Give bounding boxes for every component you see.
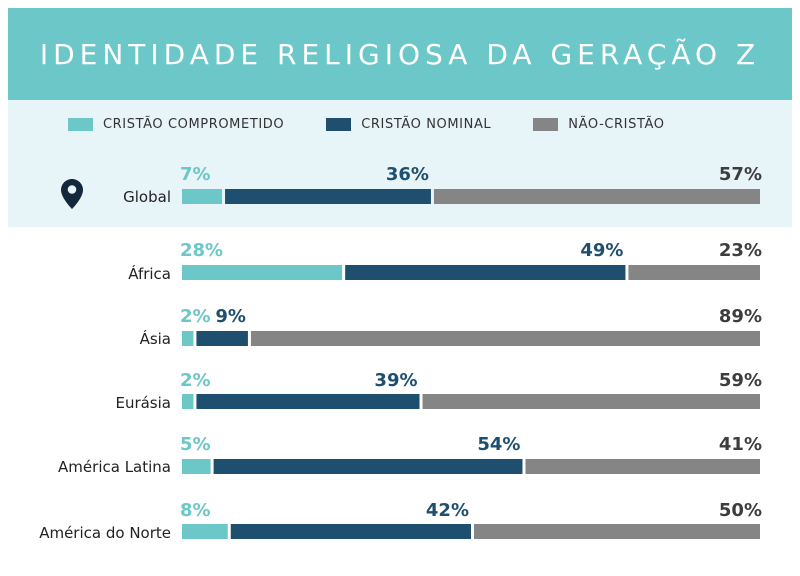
legend-item-cristao-nominal: CRISTÃO NOMINAL bbox=[326, 117, 491, 132]
map-pin-icon bbox=[61, 179, 83, 209]
value-label: 8% bbox=[180, 500, 211, 521]
bar-segment bbox=[345, 265, 626, 280]
value-label: 42% bbox=[426, 500, 469, 521]
bar-segment bbox=[433, 189, 760, 204]
category-label: América Latina bbox=[58, 458, 171, 476]
value-label: 7% bbox=[180, 164, 211, 185]
bar-segment bbox=[182, 331, 194, 346]
bar-segment bbox=[422, 394, 760, 409]
legend-item-nao-cristao: NÃO-CRISTÃO bbox=[533, 117, 664, 132]
category-label: Ásia bbox=[140, 329, 171, 348]
legend-label: CRISTÃO COMPROMETIDO bbox=[103, 116, 285, 132]
bar-segment bbox=[182, 265, 343, 280]
category-label: Eurásia bbox=[115, 394, 171, 412]
bar-segment bbox=[628, 265, 760, 280]
legend-swatch bbox=[326, 117, 352, 131]
chart-header: IDENTIDADE RELIGIOSA DA GERAÇÃO Z bbox=[8, 8, 792, 100]
bar-segment bbox=[474, 524, 760, 539]
legend-label: CRISTÃO NOMINAL bbox=[361, 116, 492, 132]
legend: CRISTÃO COMPROMETIDO CRISTÃO NOMINAL NÃO… bbox=[68, 116, 707, 132]
value-label: 28% bbox=[180, 240, 223, 261]
category-label: América do Norte bbox=[39, 524, 171, 542]
bar-segment bbox=[196, 394, 420, 409]
category-label: África bbox=[128, 264, 171, 283]
value-label: 49% bbox=[580, 240, 623, 261]
value-label: 59% bbox=[719, 370, 762, 391]
value-label: 54% bbox=[477, 434, 520, 455]
value-label: 36% bbox=[386, 164, 429, 185]
value-label: 2% bbox=[180, 370, 211, 391]
legend-band bbox=[8, 100, 792, 227]
bar-segment bbox=[182, 459, 211, 474]
value-label: 2% bbox=[180, 306, 211, 327]
value-label: 39% bbox=[374, 370, 417, 391]
value-label: 23% bbox=[719, 240, 762, 261]
bar-segment bbox=[250, 331, 761, 346]
legend-swatch bbox=[533, 117, 559, 131]
value-label: 9% bbox=[215, 306, 246, 327]
bar-segment bbox=[525, 459, 760, 474]
value-label: 5% bbox=[180, 434, 211, 455]
bar-segment bbox=[225, 189, 431, 204]
category-label: Global bbox=[123, 188, 171, 206]
bar-segment bbox=[230, 524, 471, 539]
bar-segment bbox=[182, 394, 194, 409]
value-label: 41% bbox=[719, 434, 762, 455]
value-label: 57% bbox=[719, 164, 762, 185]
legend-swatch bbox=[68, 117, 93, 131]
bar-segment bbox=[182, 189, 223, 204]
bar-segment bbox=[182, 524, 228, 539]
value-label: 89% bbox=[719, 306, 762, 327]
bar-segment bbox=[213, 459, 523, 474]
legend-label: NÃO-CRISTÃO bbox=[568, 116, 665, 132]
chart-title: IDENTIDADE RELIGIOSA DA GERAÇÃO Z bbox=[39, 37, 761, 71]
legend-item-cristao-comprometido: CRISTÃO COMPROMETIDO bbox=[68, 117, 284, 132]
value-label: 50% bbox=[719, 500, 762, 521]
bar-segment bbox=[196, 331, 248, 346]
